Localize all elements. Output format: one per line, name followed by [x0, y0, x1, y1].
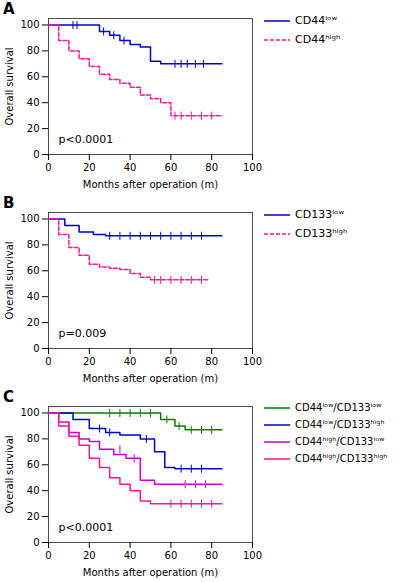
- svg-text:100: 100: [20, 19, 39, 30]
- svg-text:40: 40: [27, 97, 40, 108]
- html-text:CD44ˡᵒʷ: CD44ˡᵒʷ: [295, 14, 338, 27]
- html-text:C: C: [3, 388, 14, 406]
- svg-text:Overall survival: Overall survival: [4, 47, 15, 125]
- html-text:CD133ˡᵒʷ: CD133ˡᵒʷ: [295, 208, 345, 221]
- svg-text:80: 80: [205, 356, 218, 367]
- svg-text:40: 40: [27, 485, 40, 496]
- svg-text:100: 100: [20, 407, 39, 418]
- svg-text:Months after operation (m): Months after operation (m): [83, 179, 218, 190]
- svg-text:60: 60: [27, 459, 40, 470]
- svg-text:0: 0: [45, 550, 51, 561]
- svg-text:Months after operation (m): Months after operation (m): [83, 373, 218, 384]
- svg-text:Overall survival: Overall survival: [4, 241, 15, 319]
- svg-text:20: 20: [27, 123, 40, 134]
- html-text:CD44ˡᵒʷ/CD133ˡᵒʷ: CD44ˡᵒʷ/CD133ˡᵒʷ: [295, 402, 382, 413]
- svg-text:20: 20: [83, 550, 96, 561]
- svg-text:80: 80: [205, 162, 218, 173]
- svg-text:Months after operation (m): Months after operation (m): [83, 567, 218, 578]
- svg-text:40: 40: [27, 291, 40, 302]
- svg-text:20: 20: [83, 356, 96, 367]
- html-text:CD44ˡᵒʷ/CD133ʰⁱᵍʰ: CD44ˡᵒʷ/CD133ʰⁱᵍʰ: [295, 419, 385, 430]
- svg-text:40: 40: [124, 550, 137, 561]
- html-text:CD133ʰⁱᵍʰ: CD133ʰⁱᵍʰ: [295, 227, 348, 240]
- html-text:CD44ʰⁱᵍʰ/CD133ˡᵒʷ: CD44ʰⁱᵍʰ/CD133ˡᵒʷ: [295, 436, 385, 447]
- svg-text:0: 0: [45, 356, 51, 367]
- svg-text:60: 60: [165, 550, 178, 561]
- svg-text:60: 60: [165, 162, 178, 173]
- svg-text:0: 0: [45, 162, 51, 173]
- svg-text:20: 20: [27, 317, 40, 328]
- html-text:A: A: [3, 0, 15, 18]
- svg-text:p<0.0001: p<0.0001: [59, 133, 114, 146]
- svg-text:p=0.009: p=0.009: [59, 327, 107, 340]
- svg-text:40: 40: [124, 162, 137, 173]
- svg-text:40: 40: [124, 356, 137, 367]
- svg-text:60: 60: [27, 71, 40, 82]
- svg-text:100: 100: [243, 162, 262, 173]
- svg-text:p<0.0001: p<0.0001: [59, 521, 114, 534]
- svg-text:80: 80: [205, 550, 218, 561]
- html-text:B: B: [3, 194, 15, 212]
- svg-text:80: 80: [27, 45, 40, 56]
- svg-text:20: 20: [27, 511, 40, 522]
- svg-text:100: 100: [20, 213, 39, 224]
- svg-text:80: 80: [27, 239, 40, 250]
- svg-text:Overall survival: Overall survival: [4, 435, 15, 513]
- svg-text:0: 0: [33, 149, 39, 160]
- svg-text:20: 20: [83, 162, 96, 173]
- svg-text:60: 60: [165, 356, 178, 367]
- svg-text:100: 100: [243, 356, 262, 367]
- svg-text:0: 0: [33, 343, 39, 354]
- svg-text:100: 100: [243, 550, 262, 561]
- svg-text:60: 60: [27, 265, 40, 276]
- html-text:CD44ʰⁱᵍʰ/CD133ʰⁱᵍʰ: CD44ʰⁱᵍʰ/CD133ʰⁱᵍʰ: [295, 453, 388, 464]
- svg-text:80: 80: [27, 433, 40, 444]
- svg-text:0: 0: [33, 537, 39, 548]
- html-text:CD44ʰⁱᵍʰ: CD44ʰⁱᵍʰ: [295, 33, 341, 46]
